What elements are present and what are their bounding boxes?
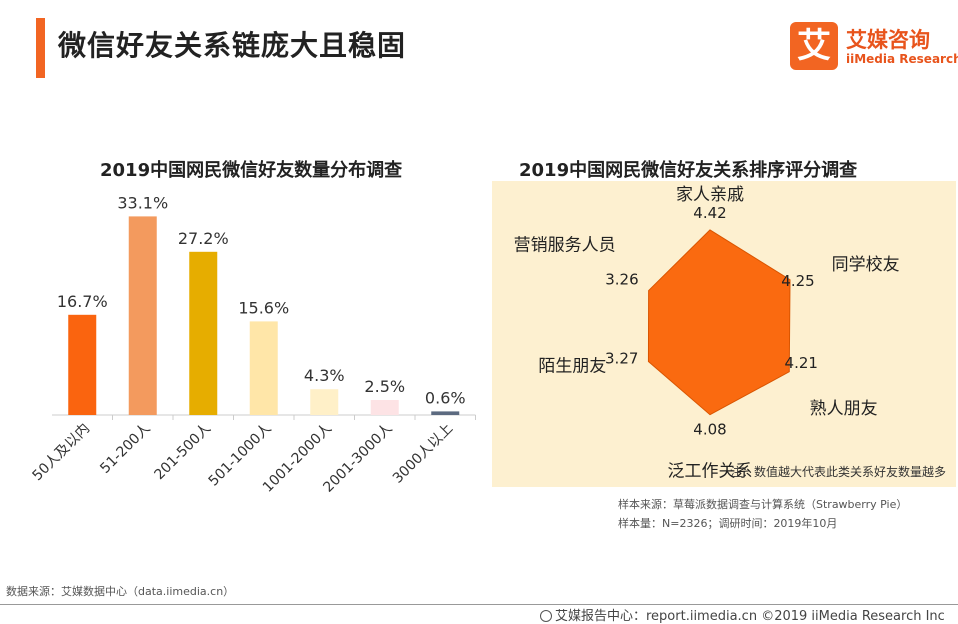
- bar-value-label: 2.5%: [364, 377, 405, 396]
- footer-divider: [0, 604, 958, 605]
- title-accent-bar: [36, 18, 45, 78]
- bar-value-label: 33.1%: [117, 193, 168, 212]
- radar-axis-label: 家人亲戚: [676, 185, 744, 205]
- radar-area: [647, 229, 791, 416]
- bar-value-label: 16.7%: [57, 292, 108, 311]
- page-title: 微信好友关系链庞大且稳固: [58, 29, 407, 62]
- radar-axis-label: 营销服务人员: [514, 236, 616, 256]
- radar-value-label: 4.08: [693, 421, 726, 439]
- radar-axis-label: 同学校友: [832, 255, 900, 275]
- logo: 艾 艾媒咨询 iiMedia Research: [790, 22, 958, 72]
- radar-value-label: 3.26: [605, 271, 638, 289]
- bar: [431, 411, 460, 415]
- logo-name-en: iiMedia Research: [846, 52, 958, 66]
- bar: [310, 389, 339, 415]
- radar-chart-title: 2019中国网民微信好友关系排序评分调查: [519, 160, 858, 181]
- bar-value-label: 27.2%: [178, 229, 229, 248]
- sample-source: 样本来源：草莓派数据调查与计算系统（Strawberry Pie）: [618, 498, 908, 511]
- footer-text: 艾媒报告中心：report.iimedia.cn ©2019 iiMedia R…: [540, 605, 945, 624]
- radar-value-label: 4.42: [693, 204, 726, 222]
- radar-value-label: 4.21: [785, 354, 818, 372]
- radar-axis-label: 陌生朋友: [538, 357, 606, 377]
- category-tick-label: 201-500人: [151, 421, 214, 484]
- category-tick-label: 50人及以内: [30, 421, 94, 485]
- radar-axis-label: 熟人朋友: [810, 398, 878, 419]
- category-tick-label: 3000人以上: [390, 421, 456, 487]
- category-tick-label: 51-200人: [97, 421, 153, 477]
- bar: [370, 400, 399, 415]
- data-source: 数据来源：艾媒数据中心（data.iimedia.cn）: [6, 585, 235, 598]
- logo-mark-icon: 艾: [790, 22, 838, 70]
- globe-icon: [540, 610, 552, 622]
- bar-value-label: 4.3%: [304, 366, 345, 385]
- bar: [189, 251, 218, 415]
- logo-name-cn: 艾媒咨询: [846, 28, 930, 52]
- radar-value-label: 3.27: [605, 350, 638, 368]
- radar-value-label: 4.25: [781, 272, 814, 290]
- bar-chart: 16.7% 50人及以内 33.1% 51-200人 27.2% 201-500人 15.6…: [30, 193, 476, 496]
- bar: [249, 321, 278, 415]
- bar: [68, 314, 97, 415]
- bar-value-label: 0.6%: [425, 388, 466, 407]
- footer-label: 艾媒报告中心：report.iimedia.cn ©2019 iiMedia R…: [555, 609, 945, 624]
- sample-size: 样本量：N=2326；调研时间：2019年10月: [618, 517, 838, 530]
- bar: [128, 216, 157, 415]
- bar-chart-title: 2019中国网民微信好友数量分布调查: [100, 160, 403, 181]
- radar-chart: 4.42 4.25 4.21 4.08 3.27 3.26 家人亲戚同学校友熟人朋友泛工作关…: [514, 185, 946, 482]
- radar-panel: 4.42 4.25 4.21 4.08 3.27 3.26 家人亲戚同学校友熟人朋友泛工作关…: [492, 181, 956, 487]
- radar-axis-label: 泛工作关系: [668, 462, 753, 482]
- radar-note: 注：数值越大代表此类关系好友数量越多: [730, 464, 946, 479]
- bar-value-label: 15.6%: [238, 298, 289, 317]
